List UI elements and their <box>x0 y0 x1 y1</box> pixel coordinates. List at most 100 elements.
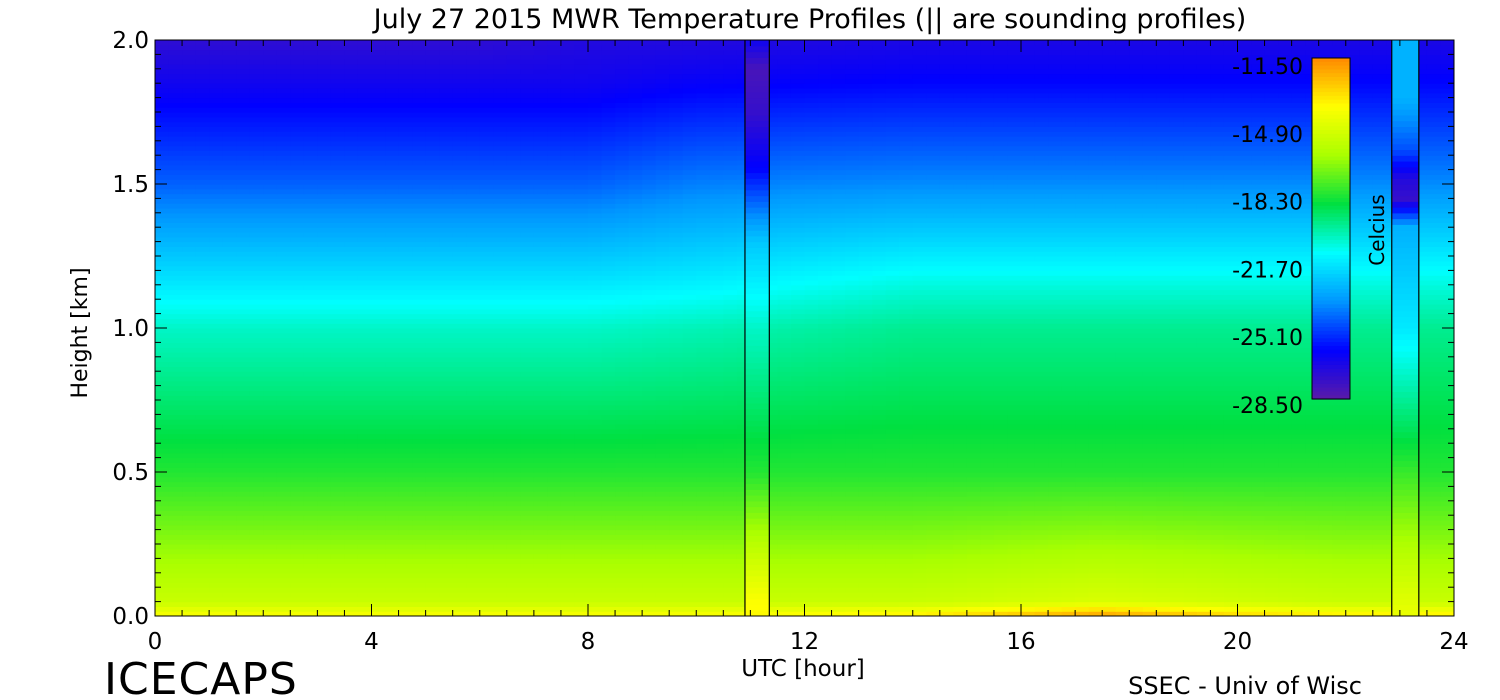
heatmap-cell <box>1251 515 1266 521</box>
heatmap-cell <box>1413 596 1428 603</box>
heatmap-cell <box>1359 395 1374 401</box>
heatmap-cell <box>1210 544 1225 550</box>
heatmap-cell <box>790 505 806 511</box>
heatmap-cell <box>682 548 697 555</box>
heatmap-cell <box>1223 424 1239 430</box>
heatmap-cell <box>615 611 630 616</box>
heatmap-cell <box>790 472 806 478</box>
heatmap-cell <box>601 380 616 387</box>
heatmap-cell <box>818 577 833 583</box>
heatmap-cell <box>371 486 386 492</box>
heatmap-cell <box>669 563 684 569</box>
heatmap-cell <box>1413 438 1428 444</box>
heatmap-cell <box>1169 601 1184 607</box>
heatmap-cell <box>195 558 210 564</box>
heatmap-cell <box>696 476 711 483</box>
heatmap-cell <box>1426 601 1442 607</box>
heatmap-cell <box>1061 496 1076 502</box>
heatmap-cell <box>1129 390 1144 396</box>
heatmap-cell <box>574 582 589 588</box>
heatmap-cell <box>155 376 170 382</box>
heatmap-cell <box>209 577 224 583</box>
heatmap-cell <box>790 529 806 535</box>
heatmap-cell <box>330 505 346 511</box>
heatmap-cell <box>357 563 373 569</box>
heatmap-cell <box>209 491 224 497</box>
heatmap-cell <box>912 380 927 387</box>
heatmap-cell <box>263 433 278 439</box>
heatmap-cell <box>1359 524 1374 531</box>
heatmap-cell <box>1291 486 1306 492</box>
heatmap-cell <box>1251 544 1266 550</box>
heatmap-cell <box>520 390 535 396</box>
heatmap-cell <box>1237 457 1252 463</box>
heatmap-cell <box>1075 438 1090 444</box>
heatmap-cell <box>845 452 860 459</box>
heatmap-cell <box>1223 510 1239 516</box>
heatmap-cell <box>1440 433 1454 439</box>
heatmap-cell <box>1061 491 1076 497</box>
heatmap-cell <box>385 366 400 372</box>
heatmap-cell <box>709 448 724 454</box>
heatmap-cell <box>682 380 697 387</box>
heatmap-cell <box>317 582 332 588</box>
heatmap-cell <box>1156 390 1171 396</box>
heatmap-cell <box>1237 548 1252 555</box>
heatmap-cell <box>209 438 224 444</box>
heatmap-cell <box>736 596 751 603</box>
heatmap-cell <box>439 544 454 550</box>
heatmap-cell <box>1088 404 1103 411</box>
heatmap-cell <box>669 385 684 391</box>
heatmap-cell <box>344 592 359 598</box>
heatmap-cell <box>1196 539 1212 545</box>
heatmap-cell <box>1061 587 1076 593</box>
heatmap-cell <box>682 510 697 516</box>
heatmap-cell <box>1115 601 1130 607</box>
heatmap-cell <box>655 606 670 612</box>
heatmap-cell <box>425 515 440 521</box>
heatmap-cell <box>899 592 914 598</box>
heatmap-cell <box>330 510 346 516</box>
heatmap-cell <box>317 424 332 430</box>
heatmap-cell <box>1129 462 1144 468</box>
heatmap-cell <box>669 515 684 521</box>
heatmap-cell <box>669 510 684 516</box>
heatmap-cell <box>696 496 711 502</box>
heatmap-cell <box>1142 496 1157 502</box>
heatmap-cell <box>1021 592 1036 598</box>
heatmap-cell <box>195 563 210 569</box>
heatmap-cell <box>506 457 521 463</box>
heatmap-cell <box>736 428 751 435</box>
heatmap-cell <box>290 558 305 564</box>
heatmap-cell <box>588 582 603 588</box>
heatmap-cell <box>1169 553 1184 559</box>
heatmap-cell <box>574 596 589 603</box>
heatmap-cell <box>209 544 224 550</box>
heatmap-cell <box>1115 419 1130 425</box>
heatmap-cell <box>1223 548 1239 555</box>
heatmap-cell <box>222 563 237 569</box>
heatmap-cell <box>1372 395 1387 401</box>
heatmap-cell <box>574 433 589 439</box>
heatmap-cell <box>303 400 318 406</box>
heatmap-cell <box>1129 467 1144 473</box>
heatmap-cell <box>398 409 413 415</box>
heatmap-cell <box>371 548 386 555</box>
heatmap-cell <box>412 462 427 468</box>
heatmap-cell <box>628 476 643 483</box>
heatmap-cell <box>1251 472 1266 478</box>
heatmap-cell <box>439 520 454 526</box>
heatmap-cell <box>1372 424 1387 430</box>
heatmap-cell <box>520 558 535 564</box>
heatmap-cell <box>980 486 995 492</box>
heatmap-cell <box>1264 601 1279 607</box>
heatmap-cell <box>249 380 264 387</box>
heatmap-cell <box>872 577 887 583</box>
heatmap-cell <box>588 462 603 468</box>
heatmap-cell <box>1021 515 1036 521</box>
heatmap-cell <box>222 438 237 444</box>
heatmap-cell <box>1061 563 1076 569</box>
heatmap-cell <box>804 481 819 487</box>
heatmap-cell <box>452 572 467 579</box>
heatmap-cell <box>1278 505 1293 511</box>
